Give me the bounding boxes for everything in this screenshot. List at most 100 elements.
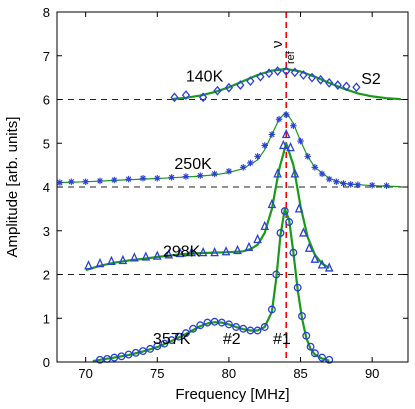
data-point-circle xyxy=(325,355,334,364)
data-point-circle xyxy=(210,317,219,326)
data-point-triangle xyxy=(84,260,93,270)
data-point-circle xyxy=(196,321,205,330)
data-point-star xyxy=(297,137,304,145)
data-point-diamond xyxy=(273,66,282,76)
data-point-diamond xyxy=(198,92,208,103)
data-point-triangle xyxy=(290,168,300,178)
data-point-star xyxy=(325,175,333,183)
reference-line-label: ν xyxy=(269,41,286,49)
data-point-triangle xyxy=(233,244,242,255)
peak-label: #2 xyxy=(223,331,241,348)
data-point-star xyxy=(311,164,319,171)
data-point-circle xyxy=(146,344,155,353)
data-point-circle xyxy=(253,326,262,335)
data-point-triangle xyxy=(253,233,262,244)
data-point-star xyxy=(254,153,261,160)
data-point-circle xyxy=(153,342,162,351)
data-point-circle xyxy=(298,312,306,321)
x-tick-label: 80 xyxy=(222,366,236,381)
data-point-diamond xyxy=(290,67,299,78)
baseline-layer xyxy=(57,99,408,275)
series-label-250K: 250K xyxy=(174,156,212,173)
data-point-star xyxy=(139,174,147,182)
data-point-diamond xyxy=(256,71,265,82)
reference-line-sublabel: ref xyxy=(285,50,297,64)
data-point-triangle xyxy=(286,141,295,152)
data-point-star xyxy=(347,181,354,188)
data-point-star xyxy=(68,178,75,186)
data-point-triangle xyxy=(221,246,231,256)
data-point-diamond xyxy=(282,66,291,76)
data-point-star xyxy=(354,181,362,189)
y-axis-label: Amplitude [arb. units] xyxy=(4,117,21,258)
series-labels-layer: 140K 250K 298K 357K #2 #1 xyxy=(153,68,291,348)
data-point-triangle xyxy=(294,203,304,213)
data-point-star xyxy=(304,153,312,160)
y-tick-label: 4 xyxy=(43,180,50,195)
data-point-triangle xyxy=(267,198,277,209)
data-point-circle xyxy=(302,331,311,340)
data-point-star xyxy=(340,180,347,187)
data-point-circle xyxy=(96,355,104,364)
data-point-star xyxy=(282,111,290,119)
data-point-circle xyxy=(174,332,183,341)
data-point-diamond xyxy=(342,81,351,92)
data-point-circle xyxy=(276,228,285,237)
data-point-diamond xyxy=(213,85,222,96)
data-point-circle xyxy=(167,336,176,345)
data-point-diamond xyxy=(170,92,179,103)
data-point-diamond xyxy=(333,80,342,90)
data-point-triangle xyxy=(118,254,128,265)
data-point-triangle xyxy=(317,259,327,269)
data-point-star xyxy=(82,178,89,186)
data-point-triangle xyxy=(187,246,196,257)
y-tick-label: 3 xyxy=(43,224,50,239)
data-point-diamond xyxy=(316,74,325,85)
data-point-triangle xyxy=(304,242,314,252)
data-point-circle xyxy=(224,320,233,329)
data-point-triangle xyxy=(210,246,219,257)
data-point-circle xyxy=(131,348,140,357)
fit-curve-357K xyxy=(92,207,330,363)
data-point-circle xyxy=(260,323,269,331)
y-tick-label: 1 xyxy=(43,311,50,326)
data-point-star xyxy=(211,170,218,178)
data-point-star xyxy=(239,164,247,171)
data-point-triangle xyxy=(175,247,185,258)
data-point-circle xyxy=(272,270,281,279)
data-point-circle xyxy=(232,323,241,331)
data-point-star xyxy=(247,159,254,167)
data-point-triangle xyxy=(299,227,308,237)
data-point-star xyxy=(111,176,118,184)
data-point-diamond xyxy=(352,82,361,93)
y-tick-label: 8 xyxy=(43,5,50,20)
x-tick-label: 85 xyxy=(293,366,307,381)
data-point-star xyxy=(275,115,283,123)
data-point-star xyxy=(268,131,276,138)
y-tick-label: 7 xyxy=(43,49,50,64)
y-tick-label: 2 xyxy=(43,268,50,283)
data-point-triangle xyxy=(152,250,162,260)
fit-curve-140K xyxy=(171,67,401,101)
data-point-triangle xyxy=(164,249,174,259)
series-label-298K: 298K xyxy=(163,243,201,260)
data-point-circle xyxy=(318,353,326,362)
data-point-diamond xyxy=(307,72,317,83)
data-point-circle xyxy=(289,248,298,257)
data-point-star xyxy=(383,182,390,189)
data-point-diamond xyxy=(246,76,255,87)
data-point-diamond xyxy=(264,68,274,79)
x-tick-label: 70 xyxy=(78,366,92,381)
data-point-star xyxy=(318,170,326,178)
data-point-triangle xyxy=(198,246,208,257)
data-point-star xyxy=(196,172,204,179)
data-point-circle xyxy=(117,352,126,361)
data-point-triangle xyxy=(273,168,282,178)
data-point-star xyxy=(125,175,132,183)
data-point-circle xyxy=(267,305,276,314)
data-point-triangle xyxy=(244,241,254,252)
data-point-circle xyxy=(285,218,294,226)
series-label-357K: 357K xyxy=(153,331,191,348)
data-point-star xyxy=(290,122,297,130)
